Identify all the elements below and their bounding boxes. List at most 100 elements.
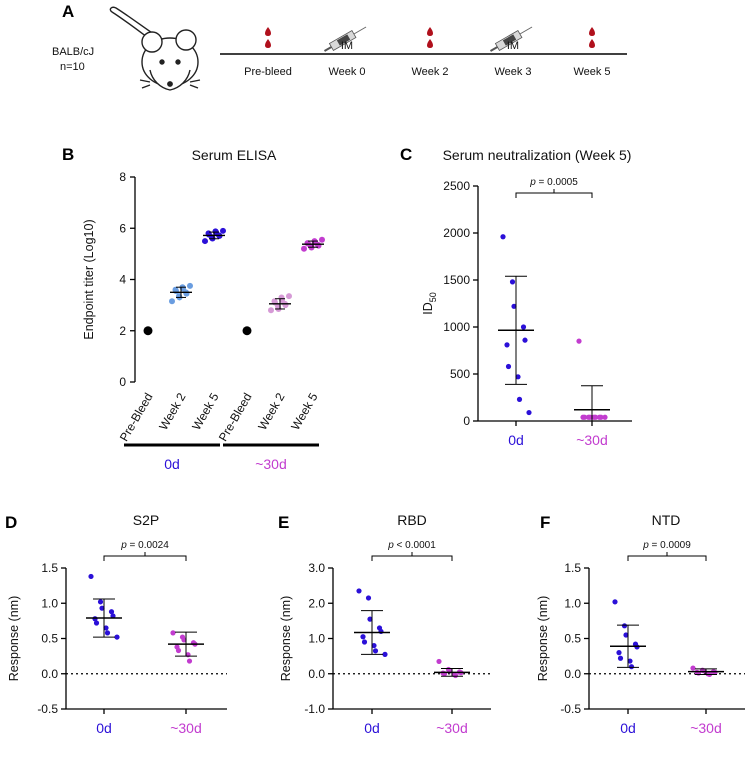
panel-letter-a: A: [62, 2, 74, 21]
data-point-d: [181, 637, 187, 643]
significance-bracket-e: [371, 555, 453, 561]
syringe-plunger: [489, 46, 498, 52]
y-tick-label-f: -0.5: [560, 702, 581, 716]
x-tick-label-b: Week 2: [156, 390, 189, 432]
data-point-c: [511, 303, 517, 309]
panel-b: B Serum ELISA 0 2 4 6 8 Endpoint titer (Log10) P…: [62, 145, 325, 472]
data-point-d: [114, 634, 120, 640]
data-point-c: [592, 414, 599, 420]
data-point-b: [319, 236, 325, 243]
p-value-text-d: = 0.0024: [127, 540, 169, 551]
y-tick-label-e: 2.0: [308, 596, 325, 610]
data-point-e: [372, 648, 379, 654]
panel-a: A BALB/cJ n=10 Pre-bleed Week 0 IM Week 2 We…: [52, 2, 627, 91]
data-point-c: [515, 374, 521, 380]
x-tick-label-b: Week 5: [189, 390, 222, 432]
y-tick-label-f: 1.5: [564, 561, 581, 575]
significance-bracket-d: [103, 555, 187, 561]
x-tick-label-c: 0d: [508, 432, 524, 448]
data-point-b: [278, 294, 285, 301]
data-point-c: [500, 234, 506, 240]
data-point-d: [175, 647, 182, 654]
syringe-needle: [353, 26, 367, 35]
mouse-count-label: n=10: [60, 61, 85, 73]
x-tick-label-b: Week 5: [288, 390, 321, 432]
syringe-icon: [489, 26, 533, 52]
mouse-icon: [109, 6, 201, 91]
x-tick-label-e: ~30d: [436, 720, 468, 736]
y-axis-label-d: Response (nm): [7, 596, 21, 681]
data-point-b: [172, 286, 179, 293]
x-tick-label-b: Pre-Bleed: [216, 391, 255, 444]
data-point-c: [520, 324, 527, 330]
data-point-e: [361, 639, 368, 645]
panel-letter-f: F: [540, 513, 550, 532]
blood-drop-icon: [265, 27, 271, 36]
timeline-label-2: Week 2: [411, 66, 448, 78]
chart-title-c: Serum neutralization (Week 5): [443, 147, 632, 163]
y-tick-label-b: 2: [119, 324, 126, 338]
panel-c: C Serum neutralization (Week 5) 0 500 1000 15…: [400, 145, 632, 448]
data-point-d: [104, 630, 111, 636]
data-point-d: [103, 625, 109, 631]
p-symbol-e: p: [387, 540, 394, 551]
data-point-d: [108, 609, 115, 615]
panel-letter-d: D: [5, 513, 17, 532]
x-tick-label-d: ~30d: [170, 720, 202, 736]
x-tick-label-d: 0d: [96, 720, 112, 736]
p-value-c: p = 0.0005: [529, 177, 578, 188]
y-tick-label-d: 1.0: [41, 596, 58, 610]
blood-drop-icon: [265, 39, 271, 48]
data-point-e: [378, 628, 384, 635]
panel-f: F NTD -0.5 0.0 0.5 1.0 1.5 Response (nm) 0d ~30d p…: [536, 512, 745, 736]
y-tick-label-c: 0: [463, 414, 470, 428]
data-point-b: [212, 228, 219, 235]
data-point-f: [628, 664, 635, 670]
data-point-f: [690, 665, 696, 671]
x-tick-label-f: 0d: [620, 720, 636, 736]
data-point-d: [93, 620, 100, 626]
panel-e: E RBD -1.0 0.0 1.0 2.0 3.0 Response (nm) 0d ~30d p…: [278, 512, 491, 736]
data-point-b: [242, 326, 252, 336]
y-tick-label-e: -1.0: [304, 702, 325, 716]
data-point-c: [509, 279, 516, 285]
data-point-d: [97, 599, 104, 605]
data-point-d: [88, 573, 94, 580]
y-tick-label-d: 1.5: [41, 561, 58, 575]
y-tick-label-c: 2000: [443, 226, 470, 240]
p-value-e: p < 0.0001: [387, 540, 436, 551]
data-point-c: [602, 414, 608, 420]
data-point-e: [436, 658, 442, 665]
chart-title-f: NTD: [652, 512, 681, 528]
data-point-b: [187, 282, 193, 289]
blood-drop-icon: [427, 39, 433, 48]
y-tick-label-b: 8: [119, 170, 126, 184]
data-point-e: [371, 642, 377, 649]
data-point-c: [598, 414, 604, 420]
data-point-c: [526, 409, 532, 416]
timeline-label-4: Week 5: [573, 66, 610, 78]
y-tick-label-f: 0.0: [564, 667, 581, 681]
p-value-d: p = 0.0024: [120, 540, 169, 551]
y-tick-label-f: 0.5: [564, 632, 581, 646]
injection-note-3: IM: [507, 40, 519, 52]
p-symbol-f: p: [642, 540, 649, 551]
syringe-needle: [519, 26, 533, 35]
data-point-b: [169, 298, 175, 305]
panel-d: D S2P -0.5 0.0 0.5 1.0 1.5 Response (nm) 0d ~30d p…: [5, 512, 227, 736]
y-tick-label-e: 0.0: [308, 667, 325, 681]
timeline-label-1: Week 0: [328, 66, 365, 78]
data-point-f: [623, 632, 629, 638]
y-tick-label-d: 0.5: [41, 632, 58, 646]
data-point-e: [382, 651, 388, 657]
p-value-text-e: < 0.0001: [394, 540, 436, 551]
blood-drop-icon: [589, 27, 595, 36]
blood-drop-icon: [589, 39, 595, 48]
data-point-c: [504, 342, 510, 348]
y-axis-label-e: Response (nm): [279, 596, 293, 681]
y-axis-label-b: Endpoint titer (Log10): [82, 219, 96, 339]
timeline-label-3: Week 3: [494, 66, 531, 78]
timeline-label-0: Pre-bleed: [244, 66, 292, 78]
data-point-d: [110, 613, 116, 619]
injection-note-1: IM: [341, 40, 353, 52]
